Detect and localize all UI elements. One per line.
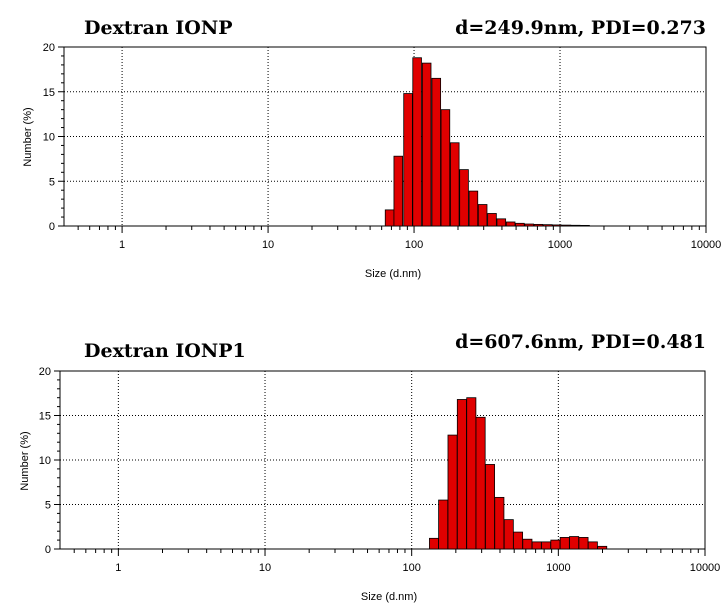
chart-1-bar: [412, 57, 422, 227]
chart-1-bar: [543, 224, 553, 227]
chart-2-bar: [429, 537, 440, 550]
chart-2-bar: [438, 499, 449, 550]
chart-2-bar: [447, 434, 458, 550]
chart-2-bar: [456, 399, 467, 550]
chart-2-annotation: d=607.6nm, PDI=0.481: [455, 331, 706, 353]
chart-2-plot: 1 10 100 1000 10000 0 5 10 15 20: [39, 366, 721, 574]
chart-1-x-tick-label: 1: [119, 239, 125, 251]
chart-1-bar: [561, 224, 572, 227]
chart-1-x-tick-label: 10000: [691, 239, 722, 251]
chart-2-bar: [503, 519, 514, 550]
chart-1-bar: [552, 224, 562, 227]
chart-1-x-tick-label: 1000: [548, 239, 572, 251]
chart-2-x-axis-label: Size (d.nm): [361, 591, 417, 603]
chart-2-y-tick-label: 5: [45, 500, 51, 512]
chart-1-bar: [515, 222, 525, 227]
chart-2-y-tick-label: 0: [45, 544, 51, 556]
chart-1-title: Dextran IONP: [84, 17, 233, 39]
chart-1-x-tick-label: 100: [405, 239, 423, 251]
chart-2-bar: [531, 541, 542, 550]
chart-2-bar: [550, 539, 561, 550]
chart-1-bar: [487, 213, 497, 227]
chart-2-bar: [513, 531, 524, 550]
chart-2-y-tick-label: 15: [39, 411, 51, 423]
chart-2-bar: [578, 537, 589, 550]
chart-2-bar: [587, 541, 598, 550]
chart-2-y-axis-label: Number (%): [19, 431, 31, 490]
chart-1-y-tick-label: 10: [43, 132, 55, 144]
chart-2-bar: [569, 536, 580, 550]
chart-1-bar: [459, 169, 469, 227]
chart-2-bar: [597, 545, 608, 550]
chart-1-bar: [403, 93, 413, 227]
chart-1-bar: [477, 204, 488, 227]
chart-2-bar: [475, 416, 486, 550]
chart-2-x-tick-label: 100: [403, 562, 421, 574]
chart-2-bar: [559, 537, 570, 550]
chart-1-y-tick-label: 5: [49, 176, 55, 188]
chart-2-x-tick-label: 1: [115, 562, 121, 574]
chart-1-annotation: d=249.9nm, PDI=0.273: [455, 17, 706, 39]
chart-2-x-tick-label: 10000: [690, 562, 721, 574]
chart-2-y-tick-label: 20: [39, 366, 51, 378]
chart-1-bar: [384, 209, 395, 227]
chart-2-bar: [494, 496, 505, 550]
chart-1-y-tick-label: 0: [49, 221, 55, 233]
chart-2-bar: [522, 538, 533, 550]
chart-1-bar: [570, 224, 581, 227]
chart-2-x-tick-label: 1000: [546, 562, 570, 574]
chart-1-bar: [440, 109, 451, 227]
chart-1-y-tick-label: 15: [43, 87, 55, 99]
chart-1-plot: 1 10 100 1000 10000 0 5 10 15 20: [43, 42, 722, 251]
chart-1-bar: [580, 224, 590, 227]
chart-1-bar: [393, 155, 404, 227]
chart-1-y-tick-label: 20: [43, 42, 55, 54]
chart-2-bar: [466, 397, 477, 550]
chart-1-bar: [524, 223, 534, 227]
chart-2-bar: [541, 541, 552, 550]
chart-1-bar: [496, 218, 507, 227]
chart-1-x-axis-label: Size (d.nm): [365, 268, 421, 280]
chart-1-bar: [421, 62, 432, 227]
chart-1-bar: [468, 190, 479, 227]
chart-1-bar: [449, 142, 460, 227]
plot-layer: 1 10 100 1000 10000 0 5 10 15 20 1 10 100 1000 10000 0 5…: [39, 42, 722, 574]
chart-2-title: Dextran IONP1: [84, 340, 246, 362]
chart-2-bar: [485, 464, 495, 550]
chart-1-bar: [505, 221, 516, 227]
chart-2-y-tick-label: 10: [39, 455, 51, 467]
chart-1-bar: [431, 77, 442, 227]
chart-1-bar: [533, 223, 544, 227]
chart-1-y-axis-label: Number (%): [22, 107, 34, 166]
chart-2-x-tick-label: 10: [259, 562, 271, 574]
chart-1-x-tick-label: 10: [262, 239, 274, 251]
